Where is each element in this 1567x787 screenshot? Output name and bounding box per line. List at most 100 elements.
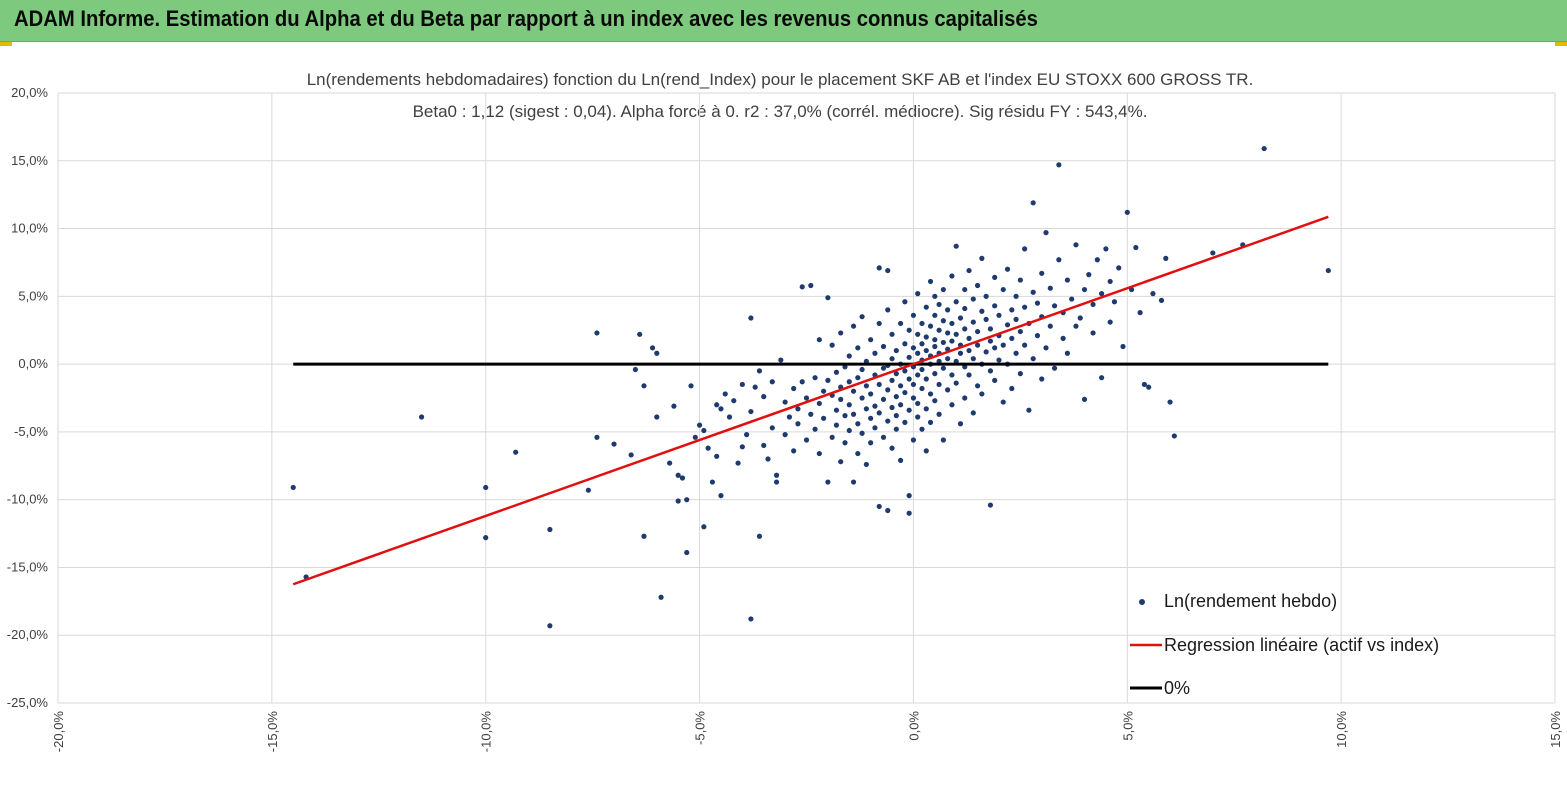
data-point xyxy=(945,330,951,336)
data-point xyxy=(658,594,664,600)
data-point xyxy=(628,452,634,458)
data-point xyxy=(927,323,934,329)
data-point xyxy=(893,413,899,419)
data-point xyxy=(679,475,686,481)
x-tick-label: -15,0% xyxy=(265,711,280,753)
data-point xyxy=(893,347,899,354)
data-point xyxy=(919,385,925,392)
data-point xyxy=(1047,285,1053,291)
data-point xyxy=(876,381,882,388)
data-point xyxy=(876,503,882,510)
data-point xyxy=(688,383,694,389)
data-point xyxy=(906,354,912,360)
data-point xyxy=(987,326,994,332)
data-point xyxy=(842,440,848,446)
data-point xyxy=(748,408,754,415)
data-point xyxy=(936,411,942,417)
data-point xyxy=(795,421,801,427)
data-point xyxy=(692,434,698,440)
data-point xyxy=(966,372,972,378)
data-point xyxy=(897,402,904,408)
data-point xyxy=(1081,396,1088,402)
data-point xyxy=(923,304,929,310)
data-point xyxy=(880,396,887,402)
data-point xyxy=(987,368,994,374)
data-point xyxy=(667,460,673,466)
y-axis: 20,0% 15,0% 10,0% 5,0% 0,0% -5,0% -10,0% -15,0%… xyxy=(7,85,49,710)
data-point xyxy=(1107,278,1113,285)
data-point xyxy=(675,498,681,504)
data-point xyxy=(773,479,780,485)
data-point xyxy=(483,535,489,541)
data-point xyxy=(885,307,891,313)
data-point xyxy=(974,282,981,289)
data-point xyxy=(902,341,908,347)
data-point xyxy=(846,402,852,408)
data-point xyxy=(1163,255,1169,261)
data-point xyxy=(1013,293,1019,299)
data-point xyxy=(949,320,955,327)
data-point xyxy=(919,366,925,373)
data-point xyxy=(1004,266,1011,272)
data-point xyxy=(897,320,904,327)
data-point xyxy=(919,341,925,347)
y-tick-label: -10,0% xyxy=(7,492,49,507)
data-point xyxy=(987,338,994,344)
data-point xyxy=(885,387,891,393)
data-point xyxy=(1107,319,1113,325)
data-point xyxy=(1060,335,1066,341)
data-point xyxy=(880,343,887,350)
data-point xyxy=(902,299,908,305)
data-point xyxy=(1137,310,1143,316)
data-point xyxy=(953,331,959,337)
data-point xyxy=(885,418,891,424)
data-point xyxy=(953,380,959,386)
y-tick-label: -25,0% xyxy=(7,695,49,710)
data-point xyxy=(919,426,925,432)
legend-label: Regression linéaire (actif vs index) xyxy=(1164,635,1439,655)
data-point xyxy=(594,330,600,336)
data-point xyxy=(1030,289,1036,295)
data-point xyxy=(1103,246,1109,252)
data-point xyxy=(923,347,929,354)
data-point xyxy=(889,404,895,411)
data-point xyxy=(701,427,707,434)
data-point xyxy=(1017,277,1023,283)
data-point xyxy=(756,368,763,374)
data-point xyxy=(671,403,677,409)
legend-label: Ln(rendement hebdo) xyxy=(1164,591,1337,611)
data-point xyxy=(949,338,955,344)
data-point xyxy=(722,391,728,397)
data-point xyxy=(979,308,985,314)
x-tick-label: 10,0% xyxy=(1334,711,1349,748)
corner-marker-left xyxy=(0,42,12,46)
data-point xyxy=(1022,304,1028,310)
data-point xyxy=(791,448,797,454)
data-point xyxy=(812,375,818,381)
data-point xyxy=(983,316,989,322)
data-point xyxy=(799,379,805,385)
data-point xyxy=(872,403,878,409)
data-point xyxy=(962,326,968,332)
y-tick-label: 5,0% xyxy=(18,288,48,303)
data-point xyxy=(1069,296,1075,302)
data-point xyxy=(1051,303,1058,309)
data-point xyxy=(1009,385,1015,392)
data-point xyxy=(675,472,681,478)
data-point xyxy=(970,410,976,416)
data-point xyxy=(1210,250,1216,256)
data-point xyxy=(893,426,899,432)
x-tick-label: 0,0% xyxy=(906,711,921,741)
data-point xyxy=(1167,399,1173,405)
data-point xyxy=(513,449,519,455)
data-point xyxy=(1000,286,1006,293)
data-point xyxy=(863,406,869,412)
data-point xyxy=(641,533,647,539)
data-point xyxy=(953,243,959,249)
data-point xyxy=(970,296,976,302)
data-point xyxy=(748,616,754,622)
data-point xyxy=(889,445,895,451)
data-point xyxy=(1158,297,1165,303)
data-point xyxy=(923,376,929,382)
data-point xyxy=(893,394,899,400)
